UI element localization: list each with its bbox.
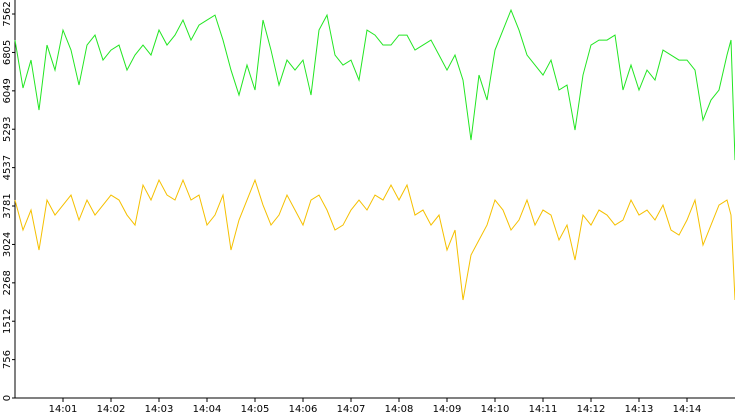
y-tick-label: 3024	[2, 232, 13, 257]
y-tick-label: 6805	[2, 40, 13, 65]
y-tick-label: 2268	[2, 270, 13, 295]
y-tick-label: 7562	[2, 1, 13, 26]
x-tick-label: 14:08	[385, 404, 414, 415]
x-tick-label: 14:09	[433, 404, 462, 415]
y-tick-label: 0	[2, 395, 13, 401]
x-tick-label: 14:02	[97, 404, 126, 415]
x-tick-label: 14:13	[625, 404, 654, 415]
y-tick-label: 1512	[2, 308, 13, 333]
x-tick-label: 14:04	[193, 404, 222, 415]
y-tick-label: 4537	[2, 155, 13, 180]
x-tick-label: 14:03	[145, 404, 174, 415]
x-tick-label: 14:05	[241, 404, 270, 415]
series-line	[14, 178, 735, 301]
x-tick-label: 14:10	[481, 404, 510, 415]
x-tick-label: 14:06	[289, 404, 318, 415]
y-tick-label: 3781	[2, 193, 13, 218]
x-tick-label: 14:11	[529, 404, 558, 415]
y-tick-label: 756	[2, 350, 13, 369]
x-tick-label: 14:12	[577, 404, 606, 415]
x-tick-label: 14:01	[49, 404, 78, 415]
x-tick-label: 14:07	[337, 404, 366, 415]
x-tick-label: 14:14	[673, 404, 702, 415]
series-line	[14, 8, 735, 161]
y-tick-label: 6049	[2, 78, 13, 103]
y-tick-label: 5293	[2, 117, 13, 142]
